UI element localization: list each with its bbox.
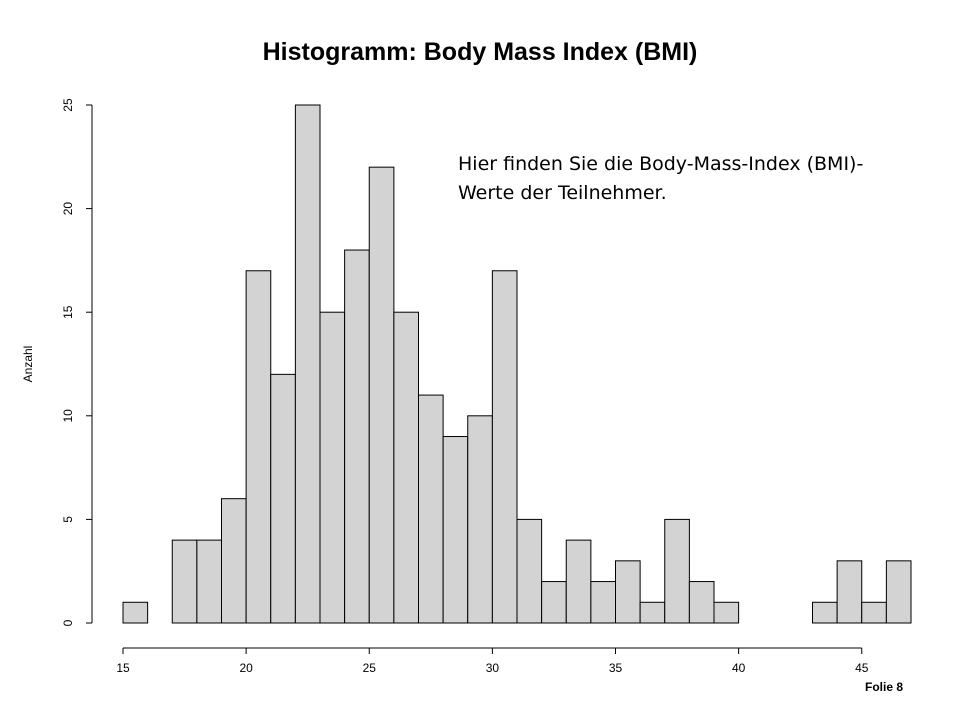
histogram-bar	[221, 498, 247, 624]
histogram-bar	[836, 560, 863, 624]
x-tick-label: 40	[732, 661, 746, 675]
histogram-bar	[319, 311, 346, 624]
histogram-bar	[565, 539, 592, 624]
histogram-bar	[812, 601, 838, 624]
histogram-bars	[122, 104, 912, 624]
x-tick-label: 30	[486, 661, 500, 675]
histogram-bar	[442, 436, 469, 624]
y-tick-label: 25	[61, 98, 75, 112]
histogram-bar	[861, 601, 887, 624]
histogram-bar	[294, 104, 321, 624]
histogram-bar	[196, 539, 222, 624]
histogram-bar	[344, 249, 370, 624]
histogram-bar	[688, 581, 715, 624]
chart-title: Histogramm: Body Mass Index (BMI)	[262, 38, 698, 66]
x-axis: 15 20 25 30 35 40 45	[116, 647, 869, 675]
x-tick-label: 45	[855, 661, 869, 675]
histogram-bar	[245, 270, 272, 624]
histogram-bar	[664, 518, 690, 624]
histogram-bar	[467, 415, 493, 624]
annotation-text: Hier finden Sie die Body-Mass-Index (BMI…	[458, 153, 864, 204]
x-tick-label: 25	[363, 661, 377, 675]
histogram-bar	[541, 581, 567, 624]
histogram-bar	[393, 311, 419, 624]
histogram-bar	[639, 601, 666, 624]
histogram-bar	[171, 539, 198, 624]
y-axis-label: Anzahl	[21, 346, 35, 383]
histogram-bar	[368, 166, 395, 624]
histogram-bar	[885, 560, 912, 624]
y-tick-label: 0	[61, 619, 75, 626]
y-tick-label: 5	[61, 516, 75, 523]
x-tick-label: 15	[116, 661, 130, 675]
histogram-bar	[491, 270, 518, 624]
histogram-bar	[516, 518, 543, 624]
histogram-bar	[418, 394, 444, 624]
y-tick-label: 20	[61, 202, 75, 216]
y-tick-label: 10	[61, 409, 75, 423]
histogram-bar	[615, 560, 641, 624]
histogram-bar	[122, 601, 149, 624]
y-axis: 0 5 10 15 20 25	[61, 98, 93, 626]
x-tick-label: 35	[609, 661, 623, 675]
histogram-bar	[590, 581, 616, 624]
slide-number: Folie 8	[864, 680, 903, 694]
y-tick-label: 15	[61, 305, 75, 319]
histogram-bar	[713, 601, 740, 624]
histogram-bar	[270, 373, 296, 624]
x-tick-label: 20	[239, 661, 253, 675]
